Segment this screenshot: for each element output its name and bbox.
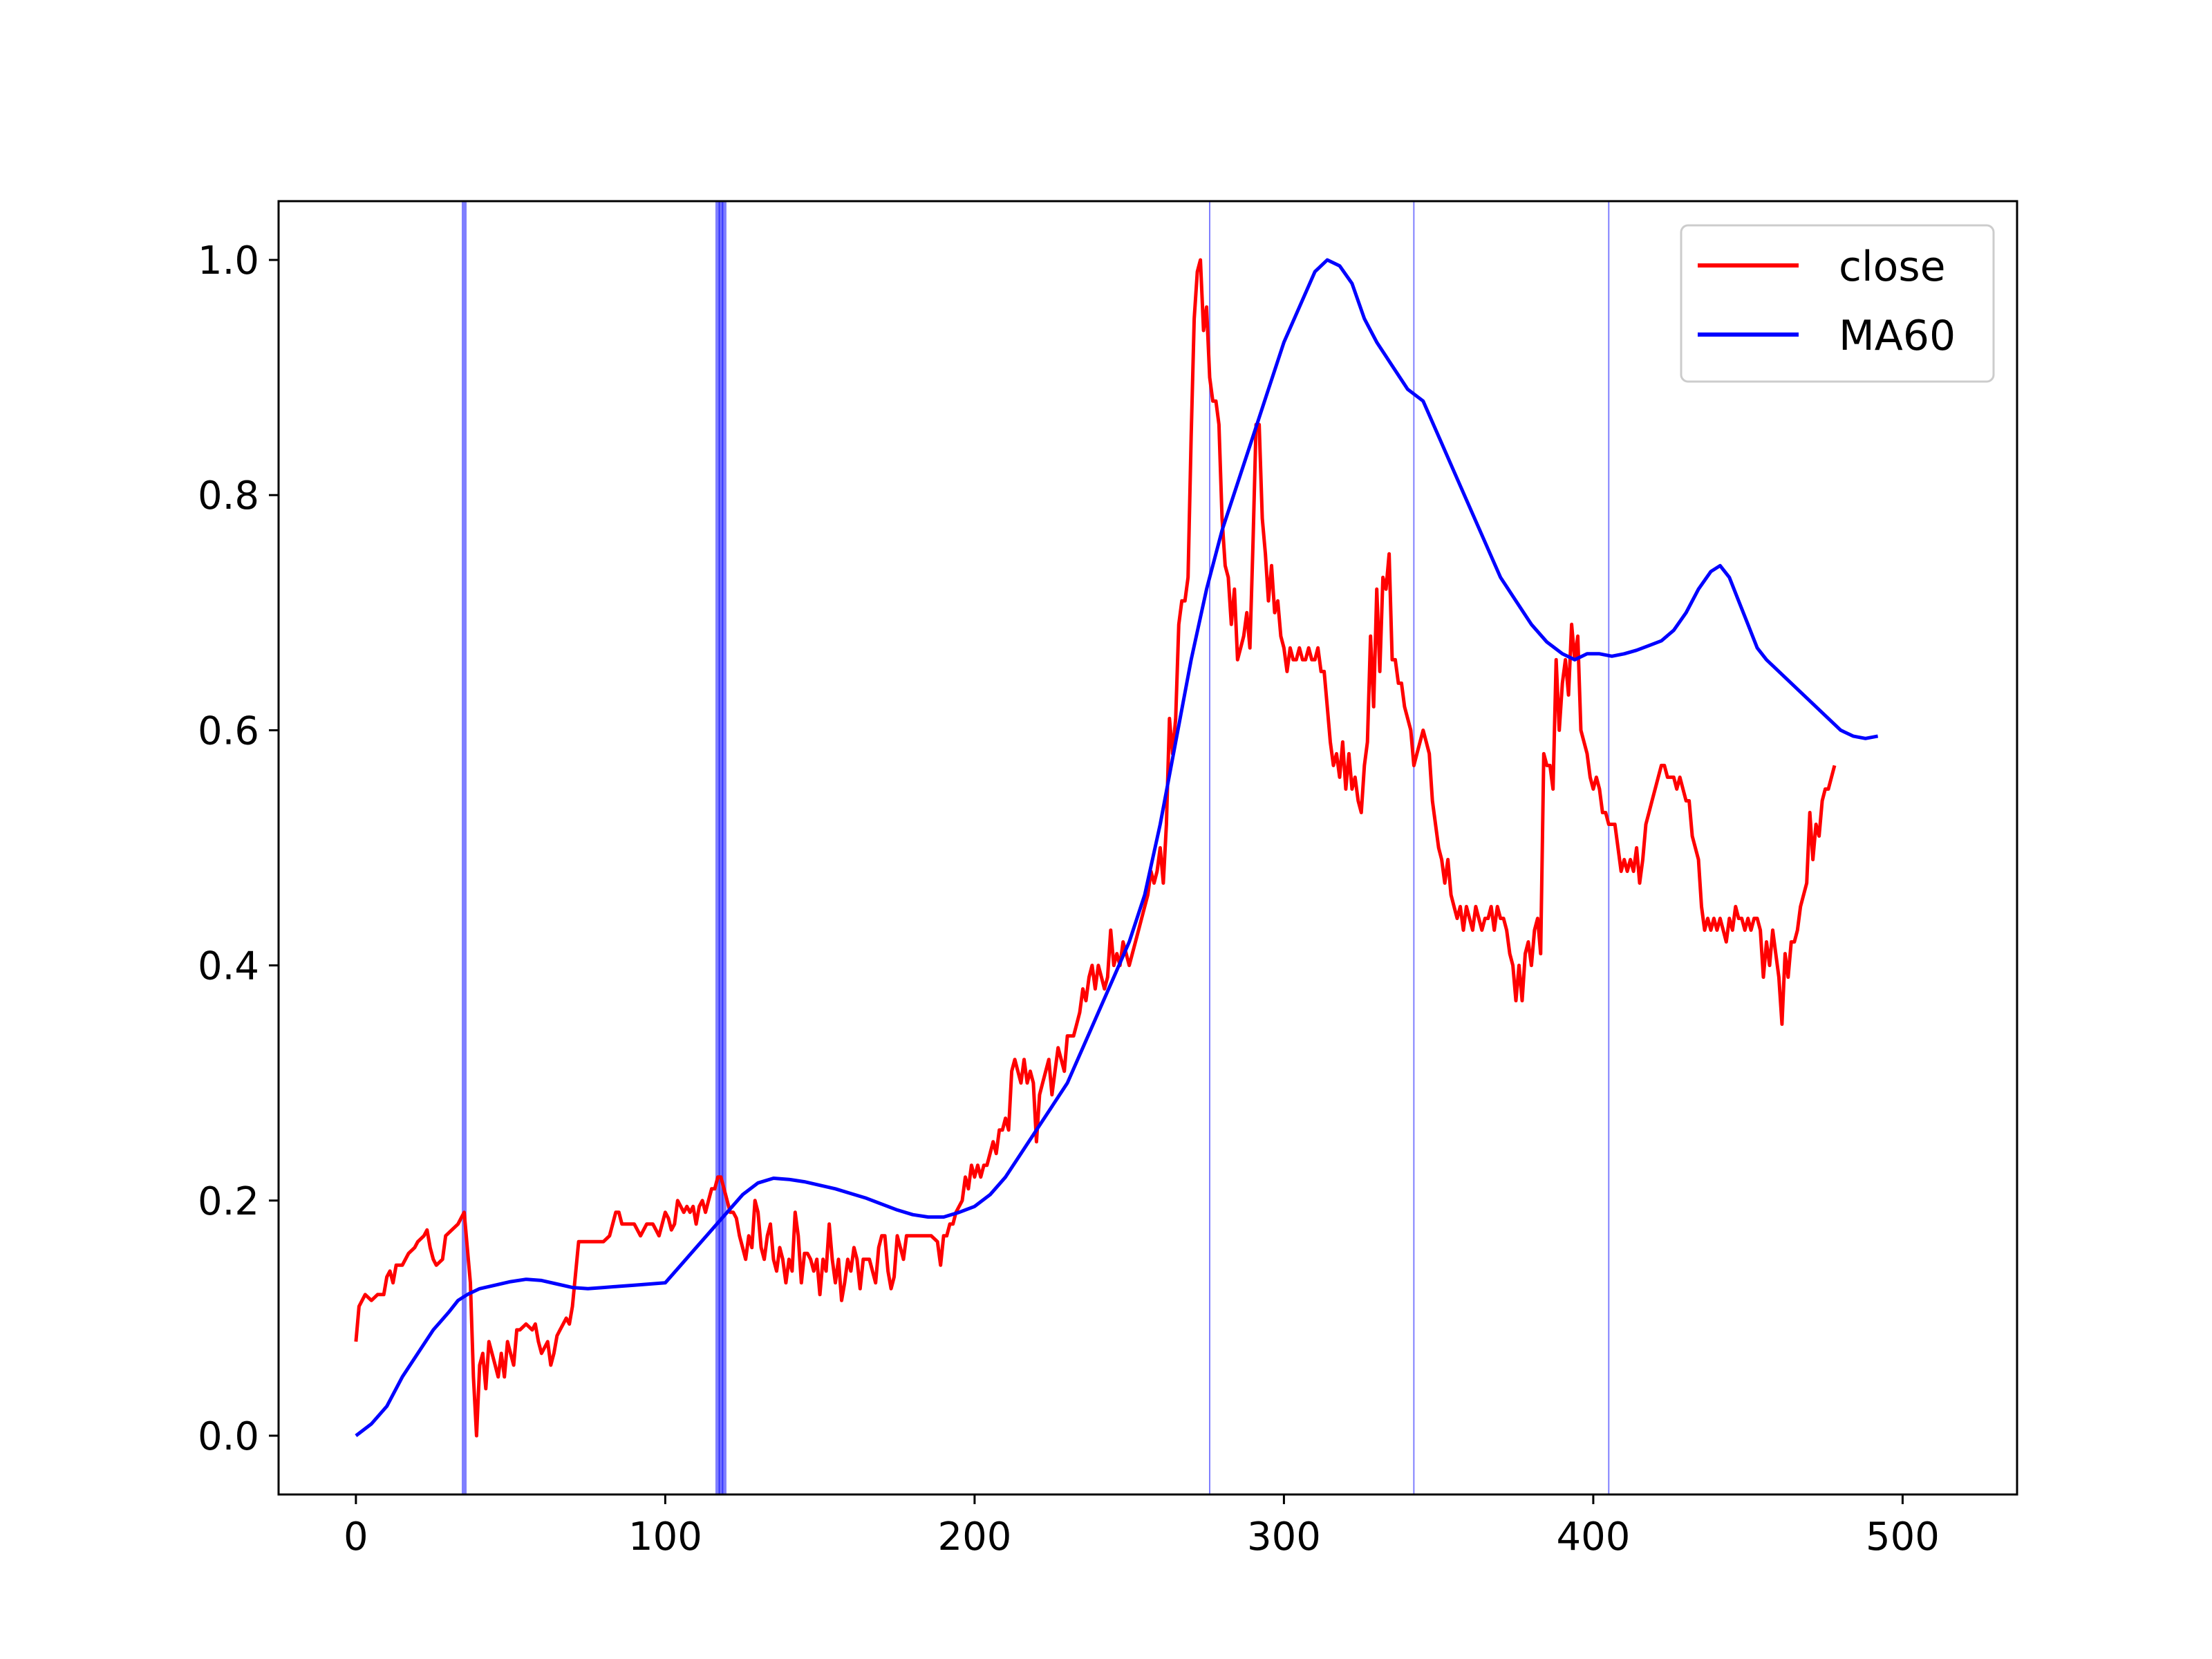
series-line-ma60 [355, 258, 1879, 1437]
x-tick-label: 100 [628, 1515, 702, 1559]
x-tick-label: 500 [1866, 1515, 1940, 1559]
legend: close MA60 [1680, 224, 1995, 383]
x-tick-label: 400 [1556, 1515, 1630, 1559]
vertical-lines [462, 201, 1610, 1494]
series-line-close [354, 258, 1837, 1438]
x-tick-label: 200 [937, 1515, 1011, 1559]
x-tick-label: 0 [344, 1515, 368, 1559]
y-tick-label: 0.8 [198, 474, 259, 518]
y-tick-label: 0.2 [198, 1179, 259, 1224]
x-tick-label: 300 [1247, 1515, 1321, 1559]
legend-label-ma60: MA60 [1839, 312, 1956, 360]
y-tick-label: 1.0 [198, 238, 259, 283]
y-axis: 0.0 0.2 0.4 0.6 0.8 1.0 [198, 238, 279, 1459]
legend-label-close: close [1839, 243, 1946, 291]
y-tick-label: 0.0 [198, 1414, 259, 1459]
y-tick-label: 0.4 [198, 944, 259, 989]
axes-frame [277, 200, 2018, 1496]
y-tick-label: 0.6 [198, 709, 259, 753]
series-lines [354, 258, 1879, 1438]
plot-area [279, 201, 2017, 1494]
x-axis: 0 100 200 300 400 500 [344, 1494, 1940, 1559]
